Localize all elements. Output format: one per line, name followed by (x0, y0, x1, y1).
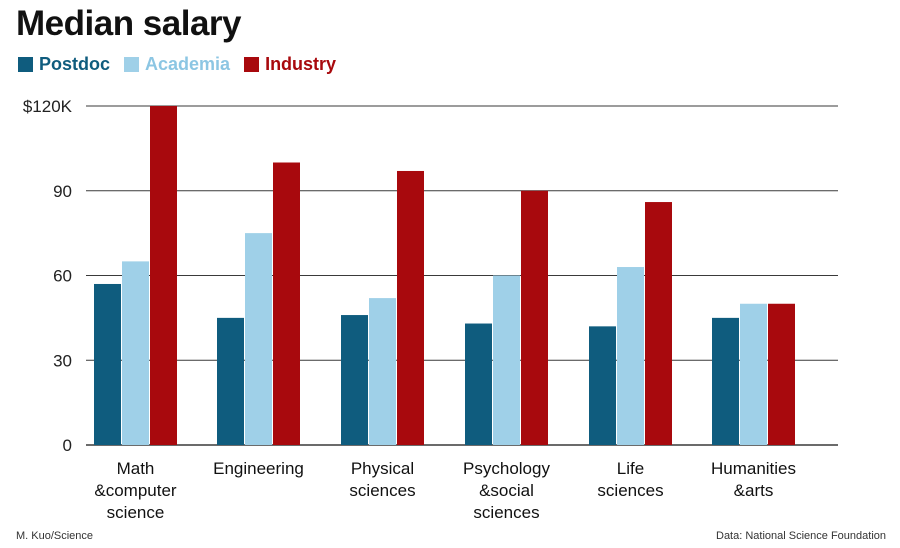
bar-industry-5 (768, 303, 795, 445)
legend-item-academia: Academia (124, 54, 230, 75)
x-tick-label: Psychology (463, 459, 550, 478)
legend-item-industry: Industry (244, 54, 336, 75)
legend-item-postdoc: Postdoc (18, 54, 110, 75)
x-tick-label: sciences (349, 481, 415, 500)
x-tick-label: sciences (597, 481, 663, 500)
bar-industry-1 (273, 162, 300, 445)
bar-academia-2 (369, 298, 396, 445)
chart-title: Median salary (16, 4, 242, 43)
bar-industry-3 (521, 190, 548, 445)
x-tick-label: sciences (473, 503, 539, 522)
bar-industry-0 (150, 106, 177, 445)
x-tick-label: Life (617, 459, 644, 478)
bar-postdoc-4 (589, 326, 616, 445)
x-tick-label: &social (479, 481, 534, 500)
x-tick-label: &arts (734, 481, 774, 500)
bar-postdoc-5 (712, 317, 739, 445)
source-text: Data: National Science Foundation (716, 530, 886, 542)
x-tick-label: Humanities (711, 459, 796, 478)
bar-postdoc-1 (217, 317, 244, 445)
legend-swatch-industry (244, 57, 260, 72)
y-tick-label: 0 (63, 436, 72, 455)
bar-academia-1 (245, 233, 272, 445)
bar-industry-4 (645, 202, 672, 445)
bar-academia-4 (617, 267, 644, 445)
x-tick-label: &computer (94, 481, 177, 500)
bar-academia-0 (122, 261, 149, 445)
bar-postdoc-3 (465, 323, 492, 445)
legend-swatch-postdoc (18, 57, 33, 72)
x-tick-label: Physical (351, 459, 414, 478)
legend-label-industry: Industry (265, 54, 337, 74)
bar-academia-3 (493, 275, 520, 445)
x-tick-label: science (107, 503, 165, 522)
x-tick-label: Math (117, 459, 155, 478)
bar-academia-5 (740, 303, 767, 445)
chart-legend: Postdoc Academia Industry (18, 54, 336, 75)
bar-postdoc-2 (341, 315, 368, 445)
y-tick-label: $120K (23, 97, 73, 116)
x-tick-label: Engineering (213, 459, 304, 478)
y-tick-label: 60 (53, 267, 72, 286)
credit-text: M. Kuo/Science (16, 530, 94, 542)
bar-postdoc-0 (94, 283, 121, 445)
legend-label-academia: Academia (145, 54, 231, 74)
y-tick-label: 30 (53, 351, 72, 370)
legend-swatch-academia (124, 57, 140, 72)
legend-label-postdoc: Postdoc (39, 54, 111, 74)
bar-industry-2 (397, 170, 424, 445)
y-tick-label: 90 (53, 182, 72, 201)
